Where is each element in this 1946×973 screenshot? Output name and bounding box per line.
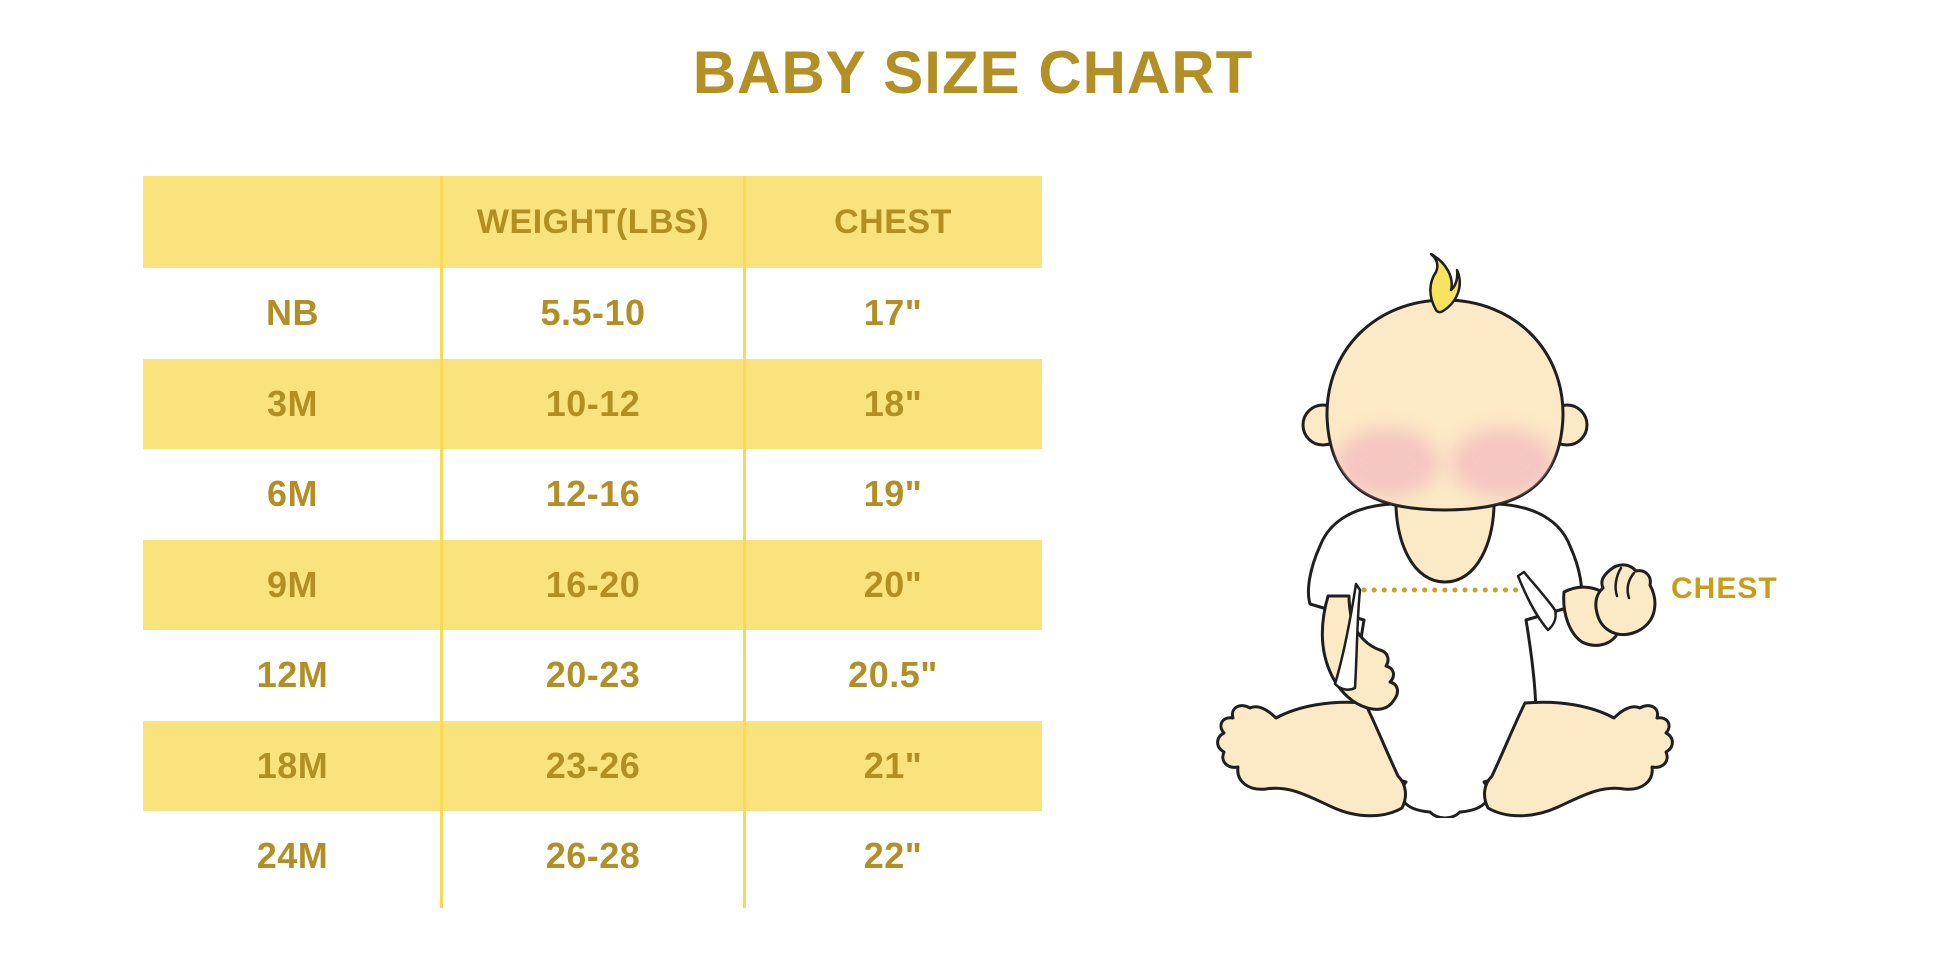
cell-chest: 22" (863, 835, 923, 877)
table-row-3m: 3M 10-12 18" (143, 358, 1042, 449)
page-title: BABY SIZE CHART (692, 39, 1254, 106)
cell-weight: 12-16 (545, 473, 641, 515)
cell-size: 24M (256, 835, 329, 877)
baby-legs (1216, 700, 1674, 818)
size-table: WEIGHT(LBS) CHEST NB 5.5-10 17" 3M 10-12… (143, 176, 1042, 908)
chest-label: CHEST (1671, 572, 1778, 605)
header-cell-size (143, 176, 442, 268)
column-divider-2 (743, 176, 746, 908)
column-divider-1 (440, 176, 443, 908)
baby-right-leg-foot (1483, 700, 1674, 818)
baby-left-armpit (1333, 582, 1362, 691)
baby-blush-cheeks (1335, 429, 1555, 497)
baby-fist (1594, 563, 1657, 637)
cell-size: 12M (256, 654, 329, 696)
header-cell-chest: CHEST (834, 202, 952, 241)
cell-weight: 16-20 (545, 563, 641, 605)
table-row-18m: 18M 23-26 21" (143, 720, 1042, 811)
cell-size: 3M (266, 382, 318, 424)
cell-weight: 10-12 (545, 382, 641, 424)
cell-chest: 18" (863, 382, 923, 424)
header-cell-weight: WEIGHT(LBS) (476, 202, 710, 241)
table-row-nb: NB 5.5-10 17" (143, 268, 1042, 359)
cell-weight: 20-23 (545, 654, 641, 696)
cell-chest: 20" (863, 563, 923, 605)
cell-size: 6M (266, 473, 318, 515)
cell-chest: 21" (863, 744, 923, 786)
cell-size: 18M (256, 744, 329, 786)
table-row-9m: 9M 16-20 20" (143, 539, 1042, 630)
cell-weight: 23-26 (545, 744, 641, 786)
cell-weight: 5.5-10 (540, 292, 646, 334)
baby-right-armpit (1516, 570, 1557, 632)
baby-illustration: CHEST (1180, 248, 1820, 818)
baby-hair-curl (1429, 252, 1461, 314)
cell-size: 9M (266, 563, 318, 605)
table-row-12m: 12M 20-23 20.5" (143, 630, 1042, 721)
cell-chest: 17" (863, 292, 923, 334)
cell-weight: 26-28 (545, 835, 641, 877)
table-row-6m: 6M 12-16 19" (143, 449, 1042, 540)
cell-size: NB (266, 292, 319, 334)
baby-left-leg-foot (1216, 700, 1407, 818)
table-row-24m: 24M 26-28 22" (143, 811, 1042, 902)
table-header-row: WEIGHT(LBS) CHEST (143, 176, 1042, 268)
cell-chest: 20.5" (848, 654, 938, 696)
baby-figure (1216, 252, 1674, 818)
cell-chest: 19" (863, 473, 923, 515)
